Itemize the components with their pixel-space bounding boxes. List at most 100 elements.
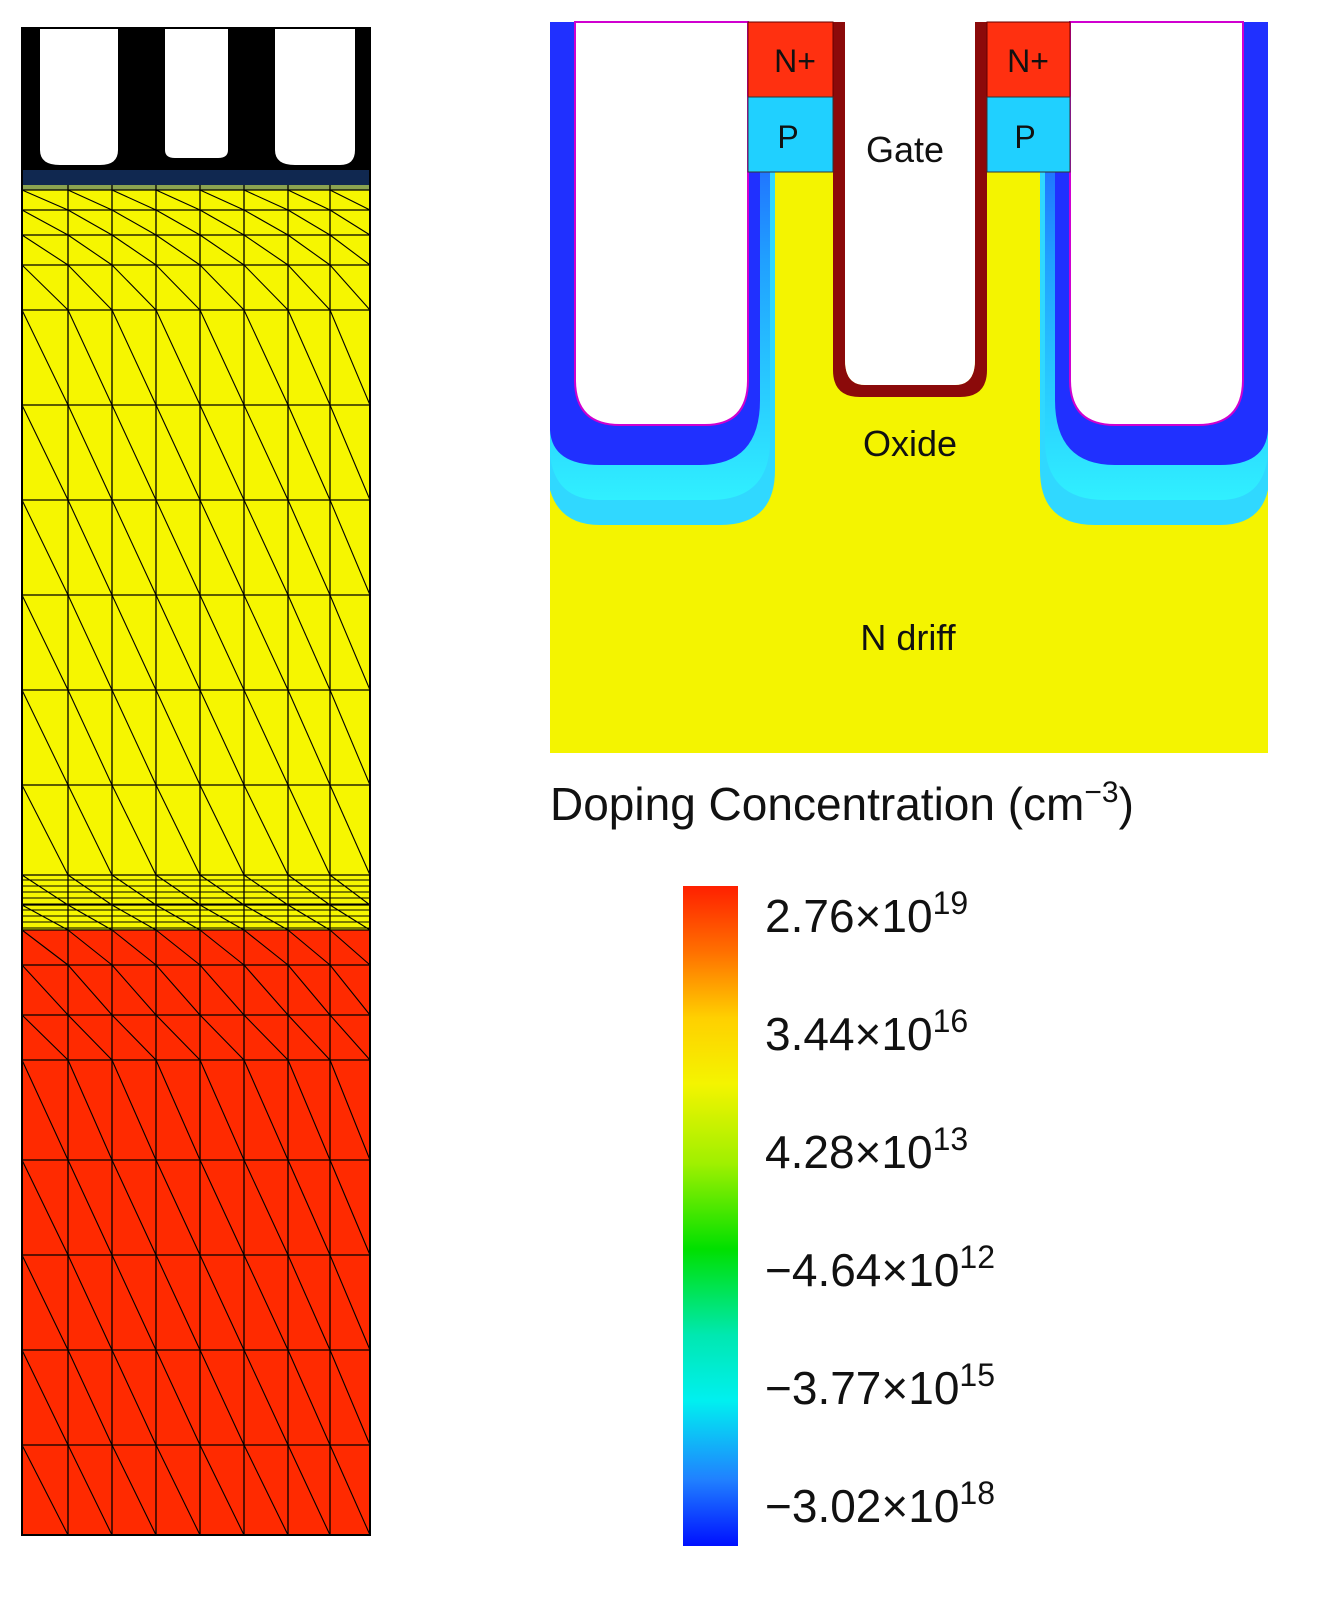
- region-label: P: [1014, 119, 1035, 155]
- mesh-line: [329, 1444, 371, 1536]
- mesh-line: [155, 404, 201, 501]
- mesh-line: [287, 189, 331, 211]
- mesh-line: [67, 1159, 113, 1256]
- mesh-line: [243, 1444, 289, 1536]
- mesh-line: [287, 964, 331, 1016]
- title-text: Doping Concentration (cm: [550, 778, 1084, 830]
- colorbar-tick-label: −3.02×1018: [765, 1475, 995, 1532]
- mesh-line: [111, 404, 157, 501]
- title-sup: −3: [1084, 776, 1118, 809]
- mesh-line: [155, 1059, 201, 1161]
- mesh-line: [67, 1014, 113, 1061]
- mesh-line: [21, 189, 69, 211]
- trench-left: [574, 21, 749, 426]
- mesh-line: [243, 189, 289, 211]
- mesh-line: [67, 964, 113, 1016]
- mesh-line: [329, 929, 371, 966]
- mesh-line: [111, 594, 157, 691]
- mesh-line: [21, 404, 69, 501]
- mesh-line: [199, 964, 245, 1016]
- colorbar-tick-label: 3.44×1016: [765, 1003, 968, 1060]
- region-label: N+: [1007, 43, 1049, 79]
- mesh-line: [67, 1444, 113, 1536]
- mesh-line: [287, 929, 331, 966]
- mesh-line: [155, 189, 201, 211]
- tick-exponent: 12: [959, 1239, 995, 1275]
- mesh-line: [155, 1349, 201, 1446]
- mesh-line: [111, 189, 157, 211]
- mesh-line: [199, 1349, 245, 1446]
- tick-exponent: 13: [933, 1121, 969, 1157]
- mesh-line: [111, 929, 157, 966]
- mesh-line: [21, 904, 69, 931]
- top-mesh-dense: [22, 28, 370, 185]
- mesh-line: [155, 264, 201, 311]
- gate-fill: [845, 22, 975, 222]
- mesh-line: [21, 784, 69, 876]
- mesh-line: [199, 929, 245, 966]
- mesh-line: [21, 309, 69, 406]
- mesh-line: [155, 594, 201, 691]
- mesh-line: [329, 1059, 371, 1161]
- mesh-line: [155, 1254, 201, 1351]
- mesh-line: [329, 964, 371, 1016]
- mesh-line: [199, 1059, 245, 1161]
- mesh-line: [243, 234, 289, 266]
- mesh-line: [329, 1159, 371, 1256]
- mesh-line: [67, 499, 113, 596]
- mesh-line: [67, 689, 113, 786]
- mesh-line: [67, 784, 113, 876]
- mesh-line: [67, 209, 113, 236]
- colorbar-tick-label: 2.76×1019: [765, 885, 968, 942]
- mesh-line: [21, 929, 69, 966]
- mesh-line: [111, 499, 157, 596]
- tick-base: 3.44×10: [765, 1008, 933, 1060]
- mesh-line: [243, 264, 289, 311]
- mesh-line: [155, 234, 201, 266]
- mesh-line: [155, 904, 201, 931]
- mesh-line: [67, 1059, 113, 1161]
- mesh-line: [329, 689, 371, 786]
- mesh-line: [329, 784, 371, 876]
- mesh-line: [287, 1444, 331, 1536]
- mesh-line: [287, 1349, 331, 1446]
- title-end: ): [1119, 778, 1134, 830]
- mesh-line: [329, 1349, 371, 1446]
- mesh-line: [67, 929, 113, 966]
- region-label: N+: [774, 43, 816, 79]
- mesh-line: [111, 1159, 157, 1256]
- mesh-line: [287, 264, 331, 311]
- mesh-line: [21, 1349, 69, 1446]
- mesh-line: [155, 784, 201, 876]
- mesh-line: [287, 594, 331, 691]
- mesh-line: [199, 234, 245, 266]
- mesh-line: [243, 784, 289, 876]
- mesh-line: [199, 404, 245, 501]
- mesh-line: [111, 1444, 157, 1536]
- mesh-line: [199, 189, 245, 211]
- mesh-line: [21, 264, 69, 311]
- mesh-line: [67, 1349, 113, 1446]
- p-left: [747, 96, 834, 173]
- mesh-line: [243, 1254, 289, 1351]
- n-plus-left: [747, 21, 834, 98]
- mesh-line: [243, 309, 289, 406]
- mesh-line: [199, 1254, 245, 1351]
- mesh-line: [243, 1059, 289, 1161]
- mesh-line: [199, 1159, 245, 1256]
- region-label: P: [777, 119, 798, 155]
- mesh-line: [243, 1159, 289, 1256]
- mesh-line: [243, 929, 289, 966]
- tick-base: −3.02×10: [765, 1480, 959, 1532]
- mesh-line: [111, 784, 157, 876]
- mesh-line: [199, 264, 245, 311]
- mesh-line: [21, 1059, 69, 1161]
- mesh-line: [111, 904, 157, 931]
- mesh-line: [243, 1014, 289, 1061]
- mesh-line: [329, 189, 371, 211]
- mesh-line: [243, 209, 289, 236]
- p-right: [986, 96, 1071, 173]
- mesh-line: [329, 904, 371, 931]
- mesh-line: [155, 964, 201, 1016]
